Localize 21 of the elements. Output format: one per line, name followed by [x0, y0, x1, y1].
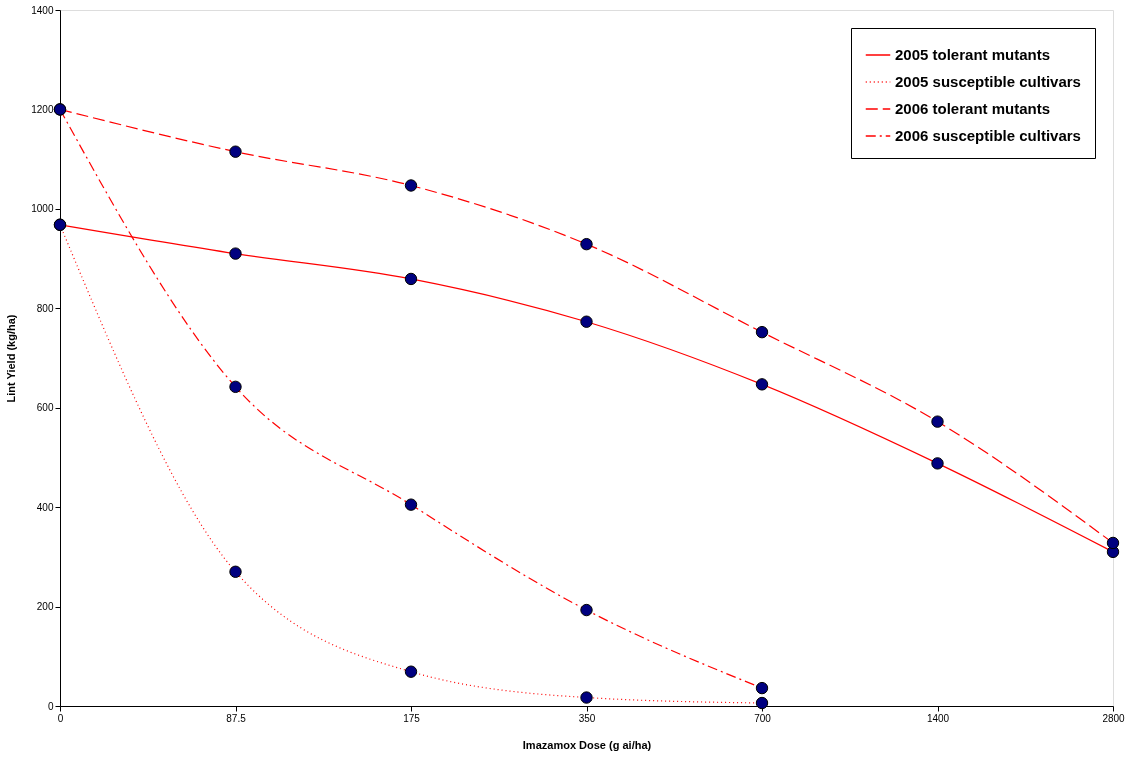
y-tick-label: 200: [36, 601, 54, 613]
legend-label: 2005 tolerant mutants: [895, 46, 1051, 63]
y-tick-label: 1400: [31, 4, 54, 16]
y-axis-title: Lint Yield (kg/ha): [5, 314, 18, 403]
y-tick-label: 800: [36, 302, 54, 314]
y-tick-label: 0: [47, 700, 54, 712]
x-tick-label: 350: [578, 712, 596, 724]
y-tick-label: 600: [36, 402, 54, 414]
x-tick-label: 87.5: [226, 712, 247, 724]
legend-label: 2006 tolerant mutants: [895, 100, 1051, 117]
legend-label: 2005 susceptible cultivars: [895, 73, 1081, 90]
legend-label: 2006 susceptible cultivars: [895, 127, 1081, 144]
y-tick-label: 400: [36, 501, 54, 513]
y-tick-label: 1000: [31, 203, 54, 215]
x-tick-label: 2800: [1102, 712, 1126, 724]
x-tick-label: 1400: [926, 712, 950, 724]
x-tick-label: 700: [754, 712, 772, 724]
x-axis-title: Imazamox Dose (g ai/ha): [522, 738, 652, 751]
x-tick-label: 175: [403, 712, 421, 724]
y-tick-label: 1200: [31, 103, 54, 115]
x-tick-label: 0: [57, 712, 64, 724]
